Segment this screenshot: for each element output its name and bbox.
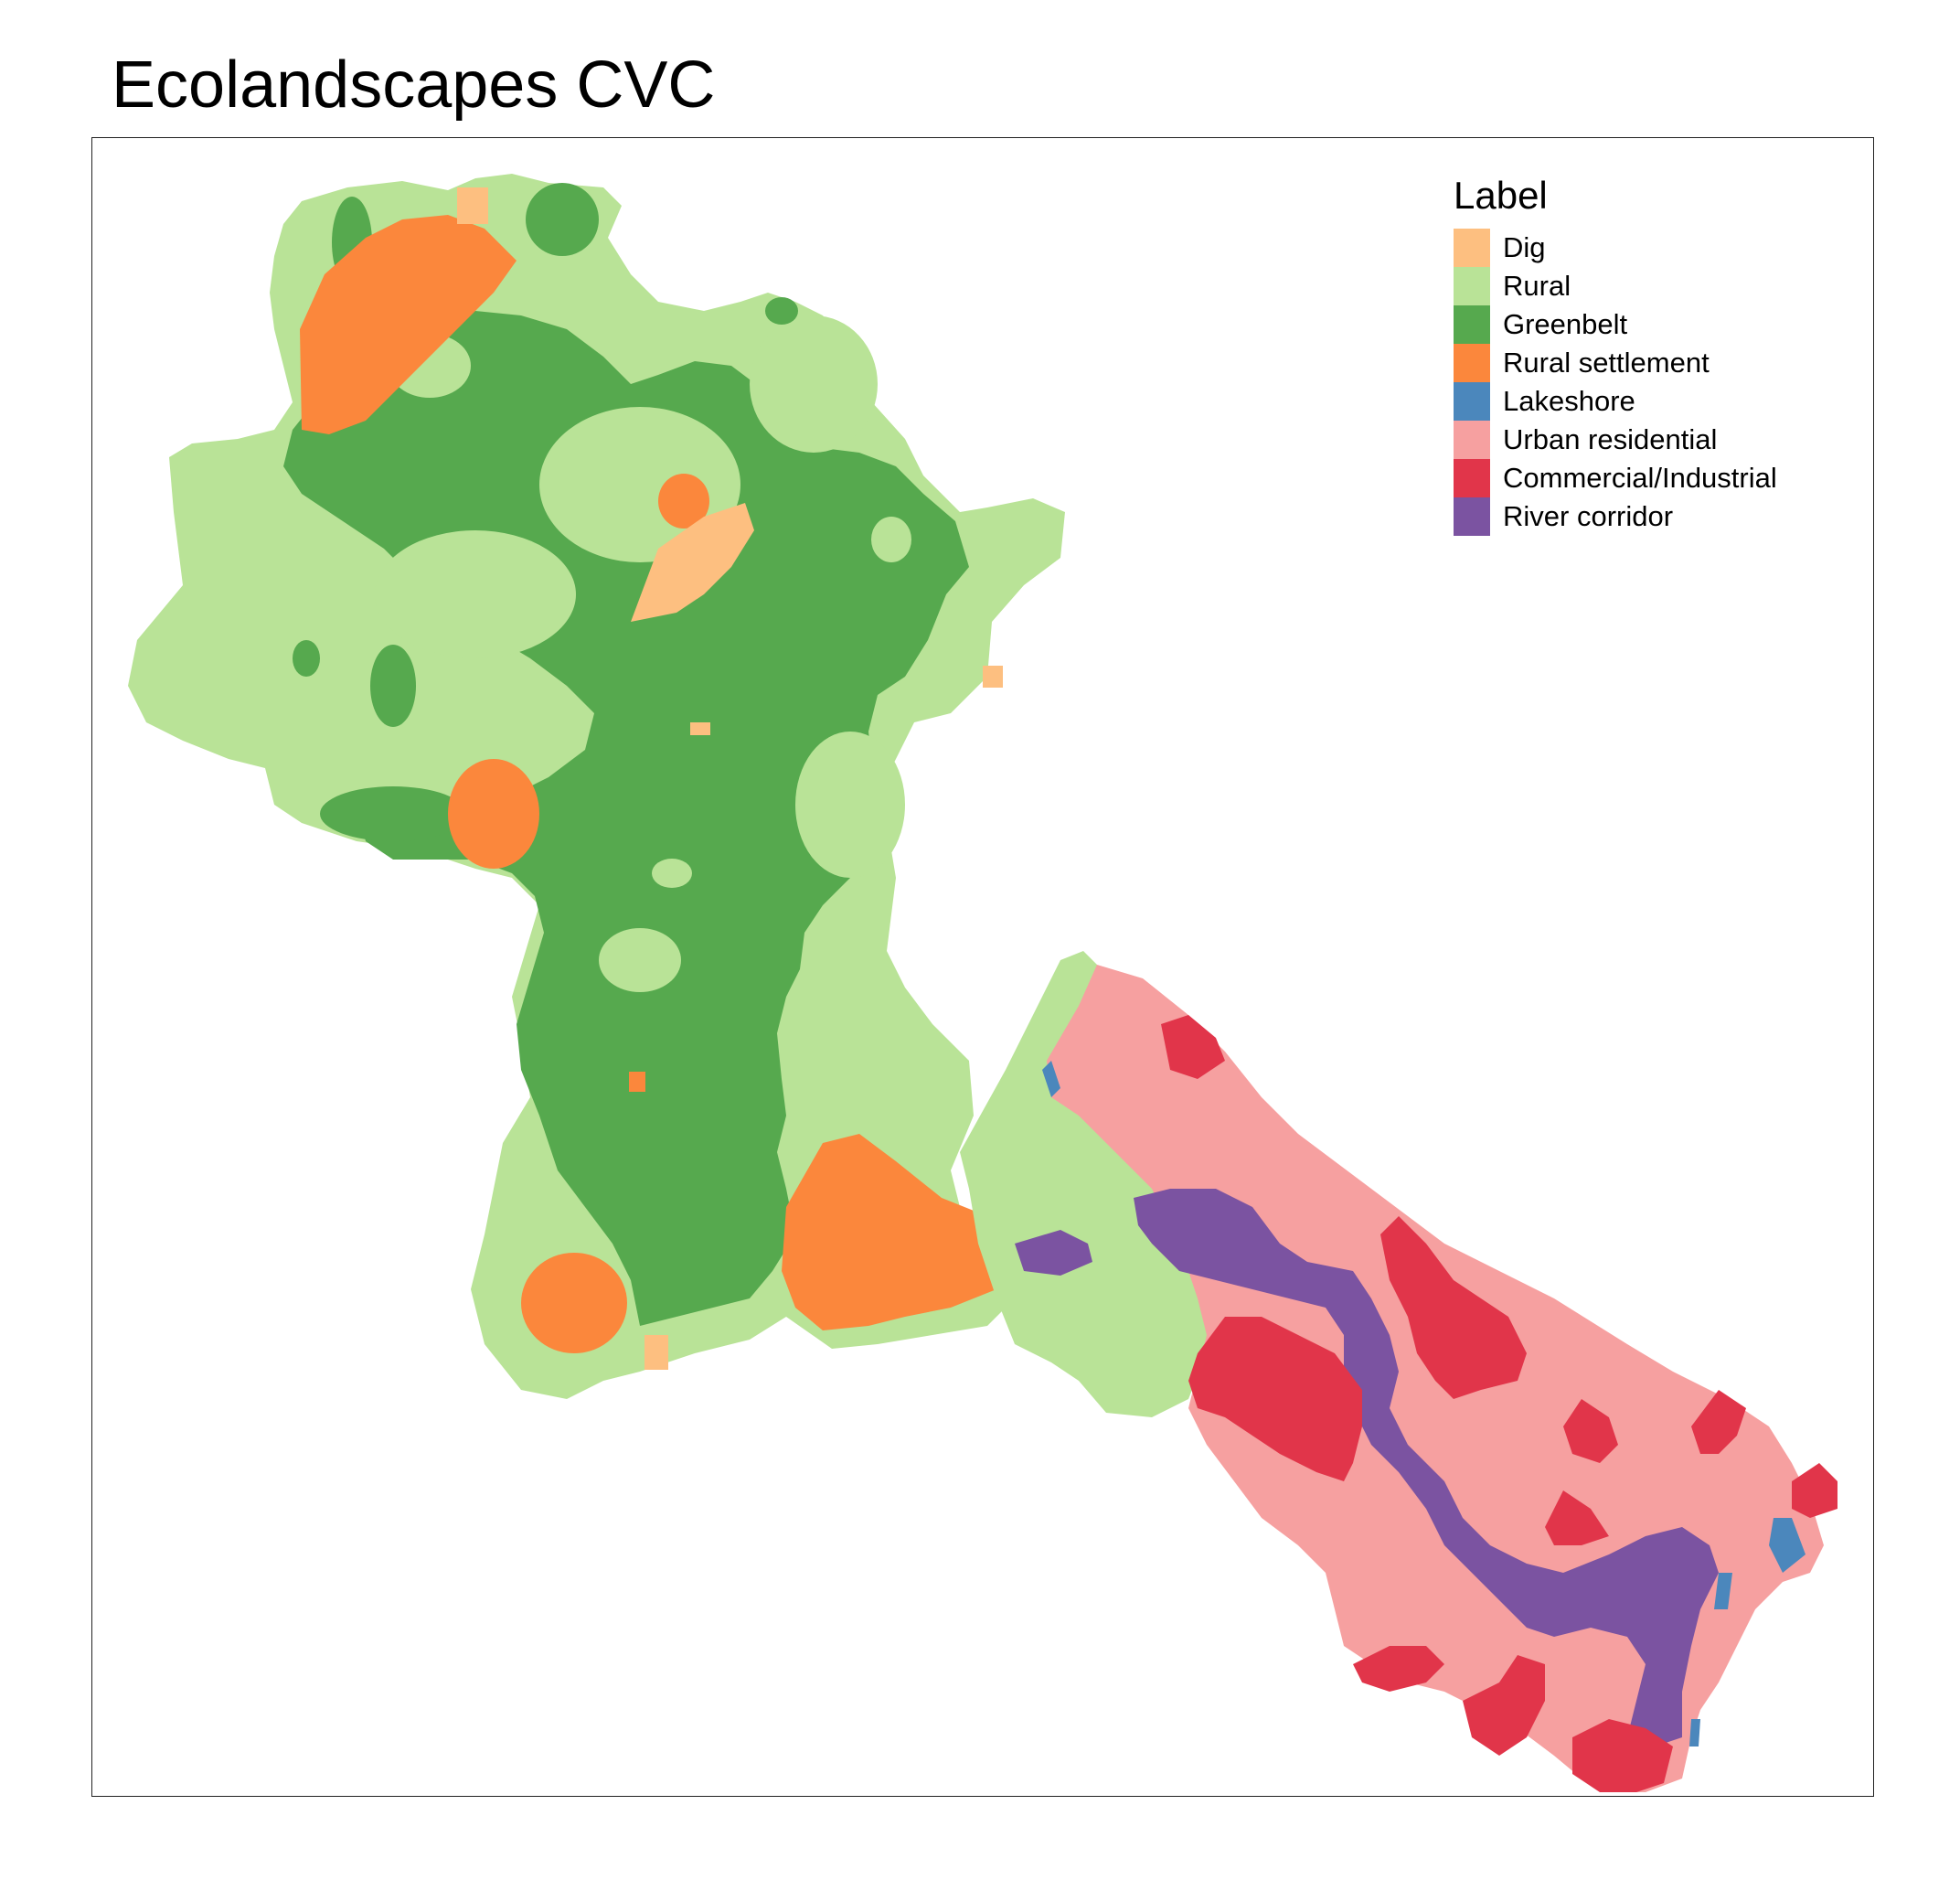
- region-river-corridor: [1134, 1189, 1719, 1746]
- rural-island: [871, 517, 911, 562]
- region-rural-settlement: [629, 1072, 645, 1092]
- rural-island: [599, 928, 681, 992]
- legend-label: Lakeshore: [1503, 385, 1635, 417]
- legend-swatch: [1454, 459, 1490, 497]
- region-commercial-industrial: [1572, 1719, 1673, 1792]
- legend-label: Rural: [1503, 270, 1571, 302]
- region-dig: [631, 503, 754, 622]
- region-rural-south: [960, 951, 1216, 1417]
- rural-island: [795, 732, 905, 878]
- legend-swatch: [1454, 344, 1490, 382]
- region-dig: [457, 187, 488, 224]
- region-commercial-industrial: [1792, 1463, 1838, 1518]
- legend: Label Dig Rural Greenbelt Rural settlement L…: [1454, 174, 1777, 536]
- region-rural-settlement: [782, 1134, 1019, 1330]
- region-river-corridor: [1015, 1230, 1092, 1276]
- greenbelt-patch: [320, 786, 466, 841]
- region-commercial-industrial: [1463, 1655, 1545, 1756]
- greenbelt-patch: [293, 640, 320, 677]
- map-title: Ecolandscapes CVC: [112, 48, 716, 122]
- region-commercial-industrial: [1380, 1216, 1527, 1399]
- region-dig: [644, 1335, 668, 1370]
- region-lakeshore: [1769, 1518, 1806, 1573]
- legend-item: Greenbelt: [1454, 305, 1777, 344]
- region-lakeshore: [1714, 1573, 1732, 1609]
- region-dig: [690, 722, 710, 735]
- region-commercial-industrial: [1563, 1399, 1618, 1463]
- region-rural-settlement: [521, 1253, 627, 1353]
- legend-item: River corridor: [1454, 497, 1777, 536]
- rural-island: [375, 530, 576, 658]
- legend-item: Rural settlement: [1454, 344, 1777, 382]
- legend-label: Greenbelt: [1503, 308, 1628, 340]
- legend-swatch: [1454, 382, 1490, 421]
- legend-label: Dig: [1503, 231, 1546, 263]
- region-commercial-industrial: [1161, 1015, 1225, 1079]
- region-lakeshore: [1689, 1719, 1700, 1746]
- legend-swatch: [1454, 497, 1490, 536]
- legend-label: Rural settlement: [1503, 347, 1710, 379]
- greenbelt-patch: [370, 645, 416, 727]
- legend-items: Dig Rural Greenbelt Rural settlement Lakesho…: [1454, 229, 1777, 536]
- legend-title: Label: [1454, 174, 1548, 217]
- greenbelt-patch: [526, 183, 599, 256]
- rural-island: [652, 859, 692, 888]
- legend-swatch: [1454, 305, 1490, 344]
- legend-label: River corridor: [1503, 500, 1674, 532]
- legend-item: Lakeshore: [1454, 382, 1777, 421]
- legend-item: Rural: [1454, 267, 1777, 305]
- region-dig: [983, 666, 1003, 688]
- legend-swatch: [1454, 229, 1490, 267]
- legend-swatch: [1454, 267, 1490, 305]
- greenbelt-patch: [765, 297, 798, 325]
- region-commercial-industrial: [1545, 1490, 1609, 1545]
- legend-item: Commercial/Industrial: [1454, 459, 1777, 497]
- legend-swatch: [1454, 421, 1490, 459]
- region-commercial-industrial: [1353, 1646, 1444, 1692]
- region-rural-settlement: [658, 474, 709, 529]
- region-commercial-industrial: [1188, 1317, 1362, 1481]
- region-rural-settlement: [300, 215, 517, 434]
- rural-island: [750, 315, 878, 453]
- region-lakeshore: [1042, 1061, 1060, 1097]
- legend-item: Urban residential: [1454, 421, 1777, 459]
- region-commercial-industrial: [1691, 1390, 1746, 1454]
- legend-label: Urban residential: [1503, 423, 1718, 455]
- legend-item: Dig: [1454, 229, 1777, 267]
- region-rural-settlement: [448, 759, 539, 869]
- legend-label: Commercial/Industrial: [1503, 462, 1777, 494]
